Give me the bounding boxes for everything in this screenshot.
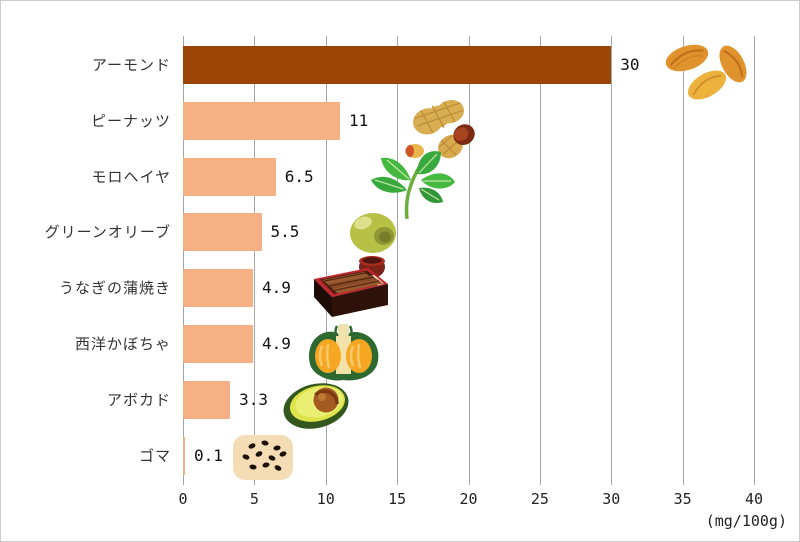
x-tick-label-0: 0 xyxy=(178,490,188,508)
gridline-x-0 xyxy=(183,36,184,485)
bar-row-peanut: ピーナッツ 11 xyxy=(1,101,799,140)
bar-row-pumpkin: 西洋かぼちゃ 4.9 xyxy=(1,325,799,363)
bar-row-green-olive: グリーンオリーブ 5.5 xyxy=(1,213,799,252)
x-tick-label-5: 5 xyxy=(249,490,259,508)
category-label-avocado: アボカド xyxy=(106,390,171,409)
x-tick-label-10: 10 xyxy=(316,490,335,508)
bar-grilled-eel xyxy=(183,269,253,308)
category-label-peanut: ピーナッツ xyxy=(90,111,171,130)
grilled-eel-icon xyxy=(312,251,395,318)
bar-row-avocado: アボカド 3.3 xyxy=(1,380,799,419)
category-label-almond: アーモンド xyxy=(91,56,171,74)
peanut-icon xyxy=(399,94,487,162)
axis-unit-label: (mg/100g) xyxy=(705,512,787,530)
mulukhiyah-icon xyxy=(361,148,461,219)
x-tick-label-25: 25 xyxy=(530,490,549,508)
bar-row-almond: アーモンド 30 xyxy=(1,46,799,84)
sesame-icon xyxy=(232,434,294,481)
gridline-x-40 xyxy=(754,36,755,485)
bar-sesame xyxy=(183,436,185,475)
value-label-sesame: 0.1 xyxy=(194,445,223,465)
category-label-green-olive: グリーンオリーブ xyxy=(44,223,171,242)
gridline-x-10 xyxy=(325,36,327,485)
almond-icon xyxy=(657,38,754,102)
value-label-avocado: 3.3 xyxy=(239,389,268,409)
value-label-green-olive: 5.5 xyxy=(270,222,300,242)
bar-row-sesame: ゴマ 0.1 xyxy=(1,436,799,475)
category-label-grilled-eel: うなぎの蒲焼き xyxy=(58,279,171,298)
bar-row-grilled-eel: うなぎの蒲焼き 4.9 xyxy=(1,269,799,308)
bar-mulukhiyah xyxy=(183,157,276,196)
value-label-pumpkin: 4.9 xyxy=(261,334,291,353)
gridline-x-30 xyxy=(611,36,613,485)
gridline-x-20 xyxy=(468,36,470,485)
x-tick-label-35: 35 xyxy=(673,490,692,508)
category-label-pumpkin: 西洋かぼちゃ xyxy=(74,335,171,353)
x-tick-label-30: 30 xyxy=(602,490,621,508)
x-tick-label-40: 40 xyxy=(744,490,764,508)
bar-almond xyxy=(183,46,612,84)
gridline-x-35 xyxy=(682,36,684,485)
category-label-sesame: ゴマ xyxy=(138,446,171,465)
category-label-mulukhiyah: モロヘイヤ xyxy=(91,167,171,186)
bar-row-mulukhiyah: モロヘイヤ 6.5 xyxy=(1,157,799,196)
value-label-grilled-eel: 4.9 xyxy=(261,278,291,298)
avocado-icon xyxy=(281,378,352,433)
bar-green-olive xyxy=(183,213,262,252)
x-tick-label-15: 15 xyxy=(388,490,407,508)
value-label-peanut: 11 xyxy=(349,110,369,130)
gridline-x-25 xyxy=(539,36,541,485)
gridline-x-5 xyxy=(254,36,256,485)
bar-avocado xyxy=(183,380,231,419)
bar-pumpkin xyxy=(183,325,253,363)
gridline-x-15 xyxy=(397,36,399,485)
value-label-mulukhiyah: 6.5 xyxy=(284,166,314,186)
pumpkin-icon xyxy=(306,322,381,382)
green-olive-icon xyxy=(348,210,401,256)
x-tick-label-20: 20 xyxy=(459,490,478,508)
value-label-almond: 30 xyxy=(620,55,640,74)
bar-peanut xyxy=(183,101,341,140)
